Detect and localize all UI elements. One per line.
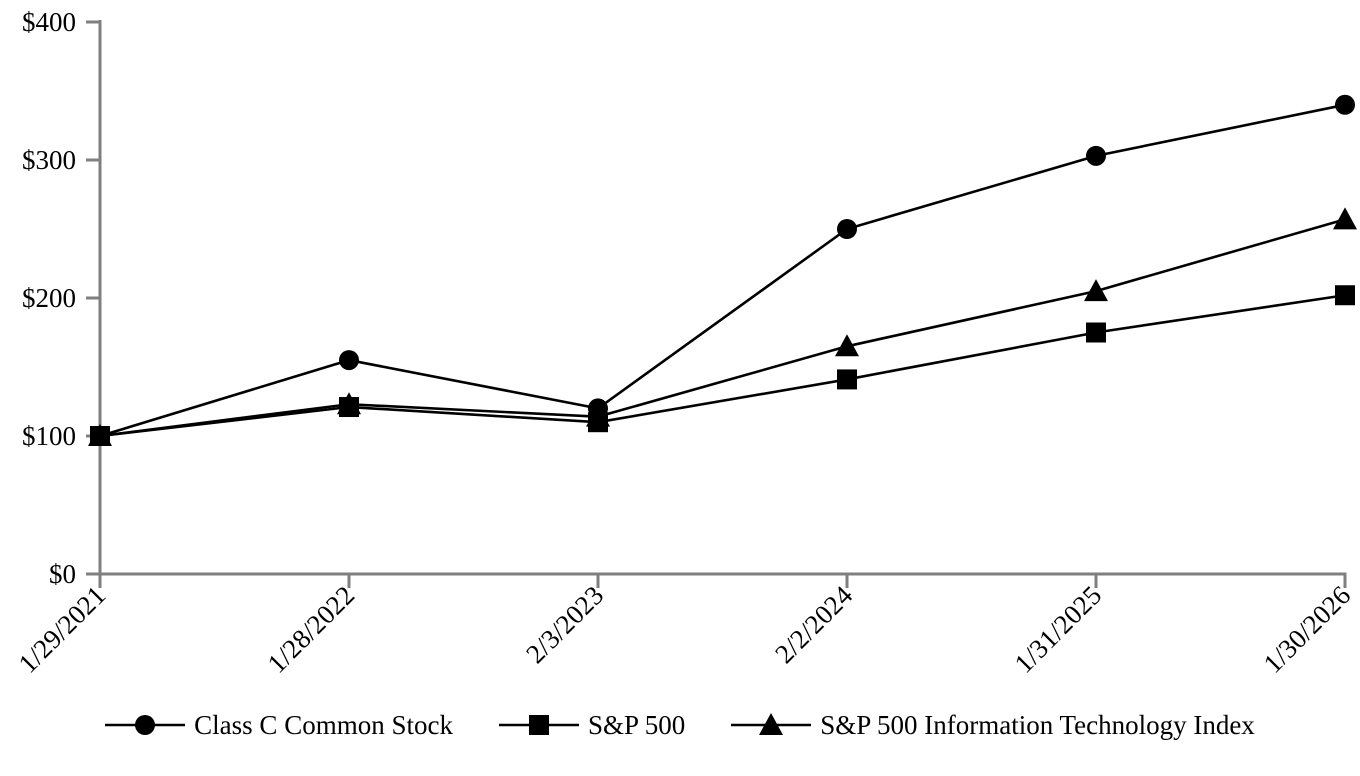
y-tick-label: $100: [22, 421, 76, 451]
y-tick-label: $300: [22, 145, 76, 175]
circle-marker-icon: [588, 398, 608, 419]
circle-marker-icon: [1086, 145, 1106, 166]
y-tick-label: $200: [22, 283, 76, 313]
square-marker-icon: [837, 369, 857, 390]
circle-marker-icon: [135, 715, 156, 735]
square-marker-icon: [528, 715, 549, 735]
x-axis-label: 2/2/2024: [769, 580, 858, 669]
circle-marker-icon: [1335, 94, 1355, 115]
y-tick-label: $0: [49, 559, 76, 589]
triangle-marker-icon: [1333, 207, 1357, 230]
triangle-marker-icon: [759, 713, 784, 735]
series-line-circle: [99, 103, 1346, 438]
legend-item-sp500: S&P 500: [498, 709, 686, 740]
y-tick-label: $400: [22, 7, 76, 37]
chart-legend: Class C Common Stock S&P 500 S&P 500 Inf…: [0, 700, 1360, 750]
square-marker-icon: [1335, 285, 1355, 306]
legend-triangle-marker-icon: [731, 713, 812, 735]
triangle-marker-icon: [1084, 279, 1108, 302]
circle-marker-icon: [837, 219, 857, 239]
legend-square-marker-icon: [498, 715, 579, 735]
legend-label-sp500: S&P 500: [587, 709, 686, 740]
series-line-square: [99, 293, 1346, 438]
series-line-triangle: [99, 218, 1346, 438]
square-marker-icon: [339, 397, 359, 418]
legend-item-sp500-it: S&P 500 Information Technology Index: [731, 710, 1255, 740]
x-axis-label: 1/30/2026: [1258, 580, 1357, 679]
x-axis-label: 2/3/2023: [520, 580, 609, 669]
triangle-marker-icon: [835, 334, 859, 357]
circle-marker-icon: [90, 426, 110, 446]
x-axis-label: 1/29/2021: [13, 580, 112, 679]
square-marker-icon: [588, 412, 608, 433]
legend-label-sp500-it: S&P 500 Information Technology Index: [820, 709, 1255, 740]
x-axis-label: 1/28/2022: [262, 580, 361, 679]
legend-item-class-c: Class C Common Stock: [105, 710, 453, 740]
legend-circle-marker-icon: [105, 715, 186, 735]
circle-marker-icon: [339, 350, 359, 371]
square-marker-icon: [1086, 322, 1106, 343]
legend-label-class-c: Class C Common Stock: [194, 709, 453, 740]
x-axis-label: 1/31/2025: [1009, 580, 1108, 679]
